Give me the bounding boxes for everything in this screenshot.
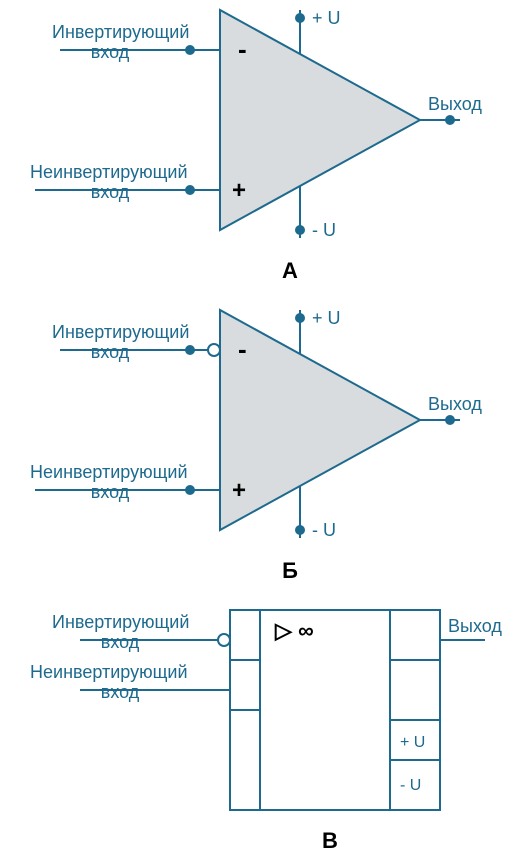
ninv-label1-c: Неинвертирующий	[30, 662, 188, 682]
ninv-label1-b: Неинвертирующий	[30, 462, 188, 482]
plusU-label-c: + U	[400, 734, 425, 751]
ninv-label2-a: вход	[91, 182, 130, 202]
minusU-label-c: - U	[400, 777, 421, 794]
inv-dot-b	[185, 345, 195, 355]
ninv-dot-a	[185, 185, 195, 195]
inv-label1-c: Инвертирующий	[52, 612, 189, 632]
opamp-triangle-a	[220, 10, 420, 230]
minus-sign-b: -	[238, 334, 247, 364]
out-label-b: Выход	[428, 394, 482, 414]
panel-a: Инвертирующий вход - Неинвертирующий вхо…	[30, 8, 482, 283]
plus-sign-a: +	[232, 177, 246, 204]
panel-label-c: В	[322, 828, 338, 853]
panel-b: Инвертирующий вход - Неинвертирующий вхо…	[30, 308, 482, 583]
inv-dot-a	[185, 45, 195, 55]
inv-label1-b: Инвертирующий	[52, 322, 189, 342]
ninv-label2-b: вход	[91, 482, 130, 502]
inv-label2-b: вход	[91, 342, 130, 362]
plusU-label-b: + U	[312, 308, 341, 328]
ninv-dot-b	[185, 485, 195, 495]
minusU-dot-a	[295, 225, 305, 235]
out-label-a: Выход	[428, 94, 482, 114]
inv-opencircle-b	[208, 344, 220, 356]
out-dot-a	[445, 115, 455, 125]
plus-sign-b: +	[232, 477, 246, 504]
minus-sign-a: -	[238, 34, 247, 64]
ninv-label1-a: Неинвертирующий	[30, 162, 188, 182]
ninv-label2-c: вход	[101, 682, 140, 702]
minusU-dot-b	[295, 525, 305, 535]
inv-opencircle-c	[218, 634, 230, 646]
minusU-label-b: - U	[312, 520, 336, 540]
plusU-dot-a	[295, 13, 305, 23]
out-label-c: Выход	[448, 616, 502, 636]
tri-inf-symbol-c: ▷ ∞	[274, 618, 314, 643]
diagram-container: Инвертирующий вход - Неинвертирующий вхо…	[0, 0, 518, 868]
out-dot-b	[445, 415, 455, 425]
inv-label1-a: Инвертирующий	[52, 22, 189, 42]
inv-label2-a: вход	[91, 42, 130, 62]
inv-label2-c: вход	[101, 632, 140, 652]
panel-label-b: Б	[282, 558, 298, 583]
diagram-svg: Инвертирующий вход - Неинвертирующий вхо…	[0, 0, 518, 868]
minusU-label-a: - U	[312, 220, 336, 240]
plusU-label-a: + U	[312, 8, 341, 28]
panel-c: ▷ ∞ Инвертирующий вход Неинвертирующий в…	[30, 610, 502, 853]
plusU-dot-b	[295, 313, 305, 323]
opamp-triangle-b	[220, 310, 420, 530]
panel-label-a: А	[282, 258, 298, 283]
